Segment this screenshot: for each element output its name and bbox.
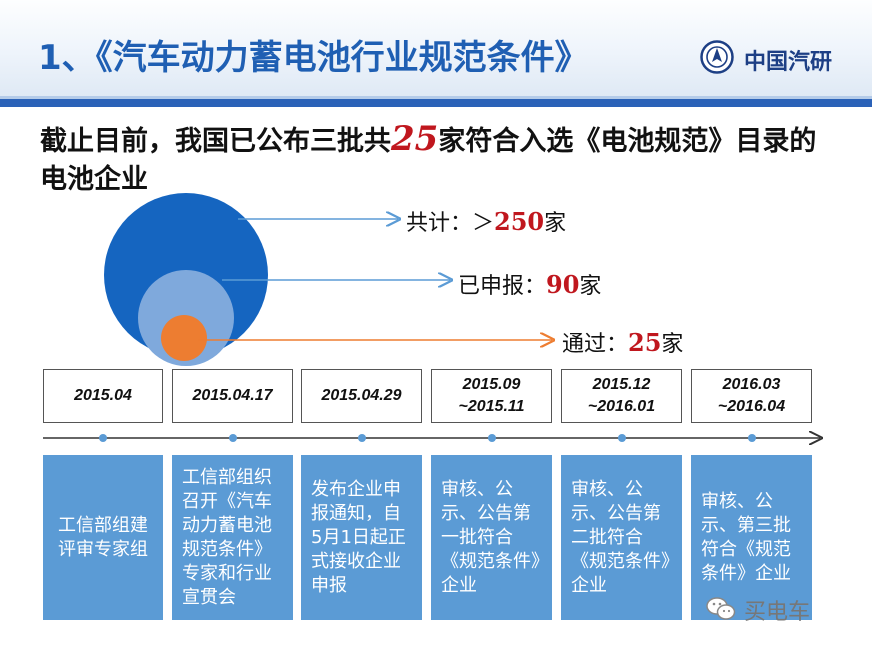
desc-text: 工信部组织召开《汽车动力蓄电池规范条件》专家和行业宣贯会: [182, 466, 272, 608]
bubble-diagram: [104, 193, 872, 366]
date-line-1: 2015.12: [592, 376, 651, 393]
date-line-1: 2015.04.17: [192, 387, 273, 404]
date-line-1: 2015.04: [74, 387, 132, 404]
desc-box-3: 发布企业申报通知，自5月1日起正式接收企业申报: [301, 455, 422, 620]
stat-passed: 通过：25家: [562, 326, 683, 358]
stat-total: 共计：＞250家: [406, 205, 566, 237]
inner-circle-passed: [161, 315, 207, 361]
headline-text-after: 家符合入选《电池规范》目录的电池企业: [40, 126, 817, 195]
desc-box-1: 工信部组建评审专家组: [43, 455, 163, 620]
wechat-icon: [706, 597, 736, 620]
watermark-text: 买电车: [744, 600, 811, 625]
header-rule-thin: [0, 96, 872, 99]
watermark: 买电车: [706, 592, 856, 626]
date-box-3: 2015.04.29: [301, 369, 422, 423]
timeline-dot-1: [99, 434, 107, 442]
stat-applied-value: 90: [546, 270, 580, 299]
desc-box-6: 审核、公示、第三批符合《规范条件》企业: [691, 455, 812, 620]
desc-box-2: 工信部组织召开《汽车动力蓄电池规范条件》专家和行业宣贯会: [172, 455, 293, 620]
desc-text: 工信部组建评审专家组: [58, 514, 148, 560]
date-box-2: 2015.04.17: [172, 369, 293, 423]
stat-applied: 已申报：90家: [458, 268, 601, 300]
timeline-dot-4: [488, 434, 496, 442]
stat-passed-unit: 家: [661, 332, 684, 357]
logo: 中国汽研: [700, 40, 860, 76]
timeline-dot-2: [229, 434, 237, 442]
timeline-axis: [43, 426, 872, 450]
desc-box-4: 审核、公示、公告第一批符合《规范条件》企业: [431, 455, 552, 620]
stat-passed-label: 通过：: [562, 332, 629, 357]
date-box-6: 2016.03 ~2016.04: [691, 369, 812, 423]
stat-applied-label: 已申报：: [458, 274, 547, 299]
timeline-dot-6: [748, 434, 756, 442]
logo-text: 中国汽研: [744, 50, 833, 75]
date-line-2: ~2015.11: [458, 398, 525, 415]
date-line-1: 2015.04.29: [321, 387, 402, 404]
headline-text-before: 截止目前，我国已公布三批共: [40, 126, 391, 157]
stat-passed-value: 25: [628, 328, 662, 357]
headline: 截止目前，我国已公布三批共25家符合入选《电池规范》目录的电池企业: [40, 120, 840, 199]
desc-text: 发布企业申报通知，自5月1日起正式接收企业申报: [311, 478, 406, 596]
logo-emblem-icon: [700, 40, 734, 74]
desc-text: 审核、公示、第三批符合《规范条件》企业: [701, 490, 791, 584]
desc-box-5: 审核、公示、公告第二批符合《规范条件》企业: [561, 455, 682, 620]
stat-total-unit: 家: [544, 211, 567, 236]
stat-total-value: 250: [494, 207, 545, 236]
date-line-1: 2015.09: [462, 376, 521, 393]
date-line-2: ~2016.04: [717, 398, 786, 415]
timeline-dot-5: [618, 434, 626, 442]
slide-title: 1、《汽车动力蓄电池行业规范条件》: [38, 38, 589, 78]
date-box-4: 2015.09 ~2015.11: [431, 369, 552, 423]
stat-applied-unit: 家: [579, 274, 602, 299]
date-box-5: 2015.12 ~2016.01: [561, 369, 682, 423]
timeline-dot-3: [358, 434, 366, 442]
headline-number: 25: [391, 119, 439, 159]
date-box-1: 2015.04: [43, 369, 163, 423]
date-line-2: ~2016.01: [587, 398, 656, 415]
date-line-1: 2016.03: [722, 376, 781, 393]
desc-text: 审核、公示、公告第二批符合《规范条件》企业: [571, 478, 670, 596]
header-rule-thick: [0, 99, 872, 107]
stat-total-label: 共计：＞: [406, 211, 495, 236]
desc-text: 审核、公示、公告第一批符合《规范条件》企业: [441, 478, 540, 596]
